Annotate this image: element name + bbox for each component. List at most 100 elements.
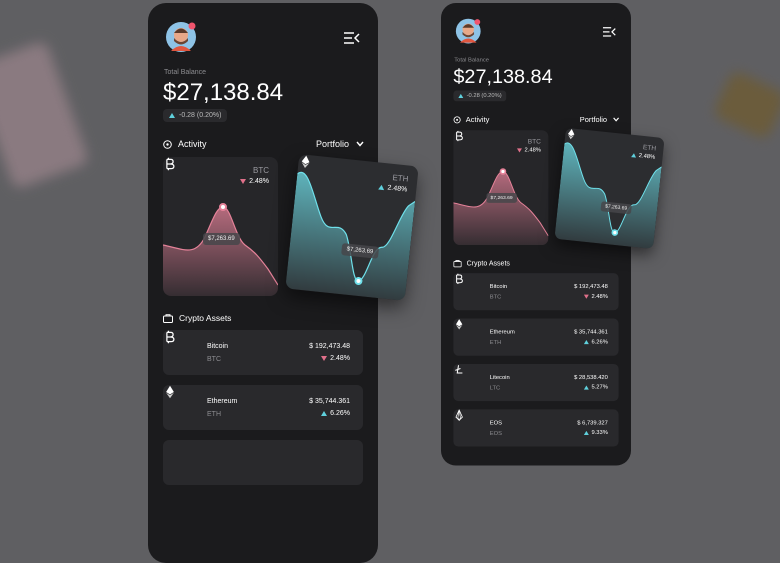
asset-symbol: EOS	[489, 430, 502, 437]
asset-value: $ 35,744.361	[574, 329, 608, 336]
card-symbol: ETH	[391, 172, 409, 184]
activity-title: Activity	[465, 115, 490, 124]
asset-symbol: BTC	[489, 294, 502, 301]
menu-button[interactable]	[602, 27, 616, 37]
price-tooltip: $7,263.69	[203, 233, 240, 245]
coin-glyph	[166, 330, 175, 344]
change-text: 2.48%	[524, 147, 541, 154]
balance-change: -0.28 (0.20%)	[163, 109, 228, 122]
coin-icon	[163, 330, 363, 349]
card-change: 2.48%	[631, 152, 655, 160]
coin-icon	[453, 130, 548, 146]
asset-symbol: ETH	[489, 340, 502, 346]
change-text: -0.28 (0.20%)	[179, 112, 222, 119]
trend-arrow	[584, 430, 589, 435]
coin-glyph	[455, 409, 463, 422]
change-text: 2.48%	[330, 355, 350, 362]
coin-glyph	[456, 273, 463, 285]
asset-row[interactable]: Ethereum ETH $ 35,744.361 6.26%	[453, 318, 619, 356]
trend-arrow	[584, 294, 589, 299]
background-blur	[0, 40, 90, 190]
portfolio-dropdown[interactable]: Portfolio	[579, 115, 620, 124]
balance-change: -0.28 (0.20%)	[453, 90, 507, 102]
chart-card[interactable]: ETH 2.48% $7,263.69	[554, 127, 665, 250]
wallet-icon	[163, 313, 173, 323]
asset-name: Ethereum	[489, 329, 515, 336]
coin-glyph	[455, 319, 463, 330]
trend-arrow	[240, 179, 247, 184]
asset-value: $ 28,538.420	[574, 374, 608, 381]
asset-change: 5.27%	[584, 384, 608, 391]
portfolio-label: Portfolio	[316, 139, 350, 149]
price-sparkline	[554, 142, 662, 250]
asset-symbol: BTC	[207, 356, 221, 363]
asset-row[interactable]	[163, 440, 363, 485]
assets-header: Crypto Assets	[453, 259, 510, 267]
asset-name: EOS	[489, 420, 502, 426]
coin-glyph	[455, 365, 463, 374]
coin-icon	[297, 154, 418, 185]
balance-label: Total Balance	[164, 69, 207, 76]
asset-name: Ethereum	[207, 398, 238, 405]
coin-glyph	[166, 157, 175, 171]
portfolio-dropdown[interactable]: Portfolio	[316, 139, 364, 149]
chart-card[interactable]: BTC 2.48% $7,263.69	[453, 130, 549, 246]
coin-icon	[453, 319, 618, 335]
card-change: 2.48%	[240, 178, 269, 185]
asset-value: $ 6,739.327	[577, 420, 608, 426]
activity-header: Activity	[163, 139, 207, 149]
asset-row[interactable]: Bitcoin BTC $ 192,473.48 2.48%	[453, 273, 619, 311]
activity-icon	[453, 115, 461, 124]
trend-arrow	[584, 385, 589, 390]
asset-change: 6.26%	[584, 339, 608, 345]
trend-arrow	[321, 356, 328, 361]
asset-change: 6.26%	[321, 410, 350, 417]
asset-row[interactable]: Litecoin LTC $ 28,538.420 5.27%	[453, 363, 619, 402]
change-text: 9.33%	[591, 430, 608, 436]
chevron	[613, 117, 620, 122]
asset-symbol: ETH	[207, 411, 221, 418]
trend-arrow	[458, 93, 464, 98]
trend-arrow	[321, 411, 328, 416]
coin-glyph	[456, 130, 463, 142]
card-symbol: BTC	[527, 137, 541, 146]
asset-row[interactable]: Bitcoin BTC $ 192,473.48 2.48%	[163, 330, 363, 375]
balance-value: $27,138.84	[453, 65, 553, 89]
trend-arrow	[517, 148, 523, 153]
portfolio-label: Portfolio	[579, 115, 608, 124]
price-sparkline	[285, 171, 416, 301]
phone-screen: Total Balance $27,138.84 -0.28 (0.20%) Acti…	[148, 3, 419, 563]
asset-name: Litecoin	[489, 374, 510, 381]
balance-label: Total Balance	[454, 57, 489, 64]
card-symbol: BTC	[253, 166, 269, 175]
coin-icon	[163, 157, 278, 176]
coin-icon	[453, 409, 618, 425]
change-text: 5.27%	[591, 384, 608, 391]
asset-value: $ 35,744.361	[309, 398, 350, 405]
coin-icon	[163, 385, 363, 404]
price-tooltip: $7,263.69	[486, 192, 517, 203]
coin-icon	[564, 128, 664, 154]
trend-arrow	[584, 340, 589, 345]
change-text: 2.48%	[591, 293, 608, 300]
asset-row[interactable]: EOS EOS $ 6,739.327 9.33%	[453, 409, 619, 447]
trend-arrow	[169, 113, 175, 118]
activity-icon	[163, 139, 172, 149]
chart-card[interactable]: BTC 2.48% $7,263.69	[163, 157, 278, 296]
menu-button[interactable]	[344, 32, 360, 44]
avatar	[455, 18, 481, 44]
coin-glyph	[301, 155, 310, 168]
avatar	[166, 22, 196, 52]
asset-change: 2.48%	[321, 355, 350, 362]
wallet-icon	[453, 259, 462, 267]
trend-arrow	[378, 184, 385, 191]
change-text: -0.28 (0.20%)	[466, 93, 502, 99]
price-sparkline	[163, 203, 278, 296]
card-change: 2.48%	[517, 147, 541, 154]
background-blur	[712, 69, 780, 141]
asset-name: Bitcoin	[489, 283, 508, 290]
chart-card[interactable]: ETH 2.48% $7,263.69	[285, 154, 419, 301]
asset-change: 9.33%	[584, 430, 608, 436]
phone-screen: Total Balance $27,138.84 -0.28 (0.20%) Acti…	[441, 3, 665, 466]
asset-row[interactable]: Ethereum ETH $ 35,744.361 6.26%	[163, 385, 363, 430]
